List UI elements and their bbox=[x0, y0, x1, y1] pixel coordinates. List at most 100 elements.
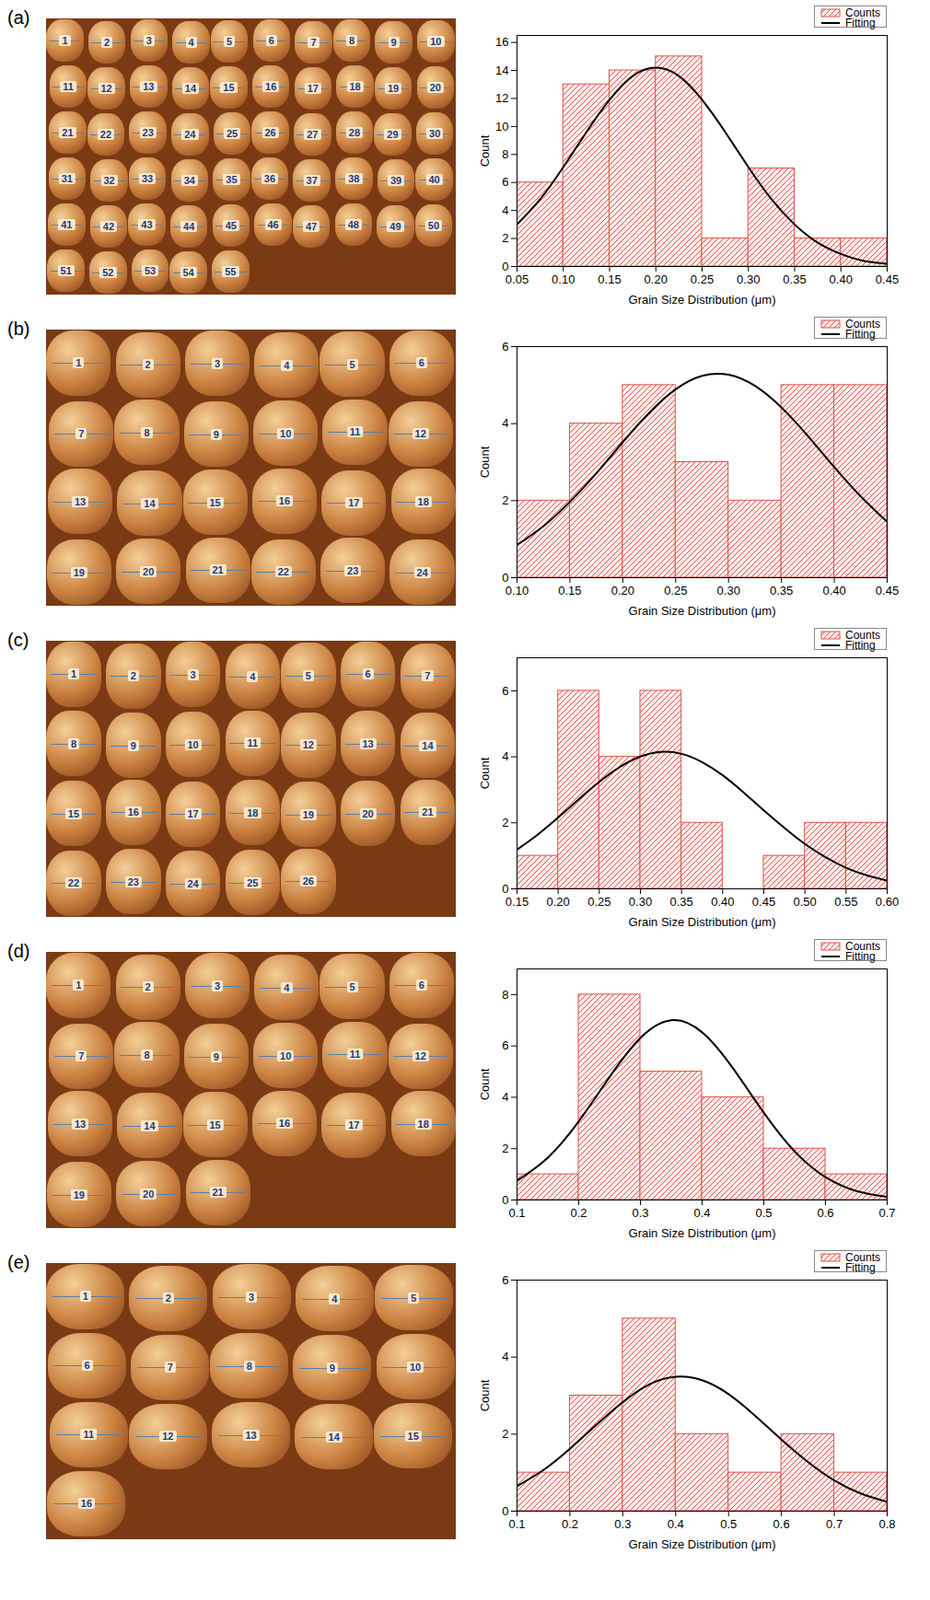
svg-text:0.45: 0.45 bbox=[752, 895, 776, 909]
svg-text:0.7: 0.7 bbox=[878, 1206, 896, 1221]
html-text:11: 11 bbox=[62, 80, 74, 92]
html-text:(d): (d) bbox=[7, 941, 30, 962]
svg-text:Count: Count bbox=[477, 1379, 492, 1412]
svg-text:0.7: 0.7 bbox=[825, 1517, 843, 1532]
svg-text:8: 8 bbox=[501, 988, 509, 1002]
html-text:Fitting: Fitting bbox=[845, 1261, 876, 1274]
svg-text:0.40: 0.40 bbox=[822, 583, 846, 598]
html-text:(c): (c) bbox=[7, 629, 29, 651]
svg-text:0.6: 0.6 bbox=[816, 1206, 834, 1221]
svg-text:0.5: 0.5 bbox=[755, 1206, 772, 1221]
svg-text:4: 4 bbox=[501, 1349, 509, 1364]
html-text:Fitting: Fitting bbox=[845, 327, 876, 341]
svg-text:4: 4 bbox=[501, 749, 509, 764]
svg-text:0.20: 0.20 bbox=[546, 895, 570, 909]
svg-text:8: 8 bbox=[501, 147, 509, 162]
svg-text:0.2: 0.2 bbox=[569, 1206, 587, 1221]
html-text:13: 13 bbox=[142, 81, 155, 93]
svg-text:0.30: 0.30 bbox=[736, 272, 760, 287]
html-text:Fitting: Fitting bbox=[845, 16, 876, 30]
svg-text:0.35: 0.35 bbox=[670, 895, 694, 909]
svg-text:4: 4 bbox=[501, 203, 509, 218]
svg-text:0.15: 0.15 bbox=[597, 272, 621, 287]
svg-text:4: 4 bbox=[501, 416, 509, 431]
svg-text:2: 2 bbox=[501, 493, 509, 508]
svg-text:0.10: 0.10 bbox=[551, 272, 575, 287]
svg-text:6: 6 bbox=[501, 339, 509, 354]
svg-text:0.60: 0.60 bbox=[875, 895, 899, 909]
html-text:Counts: Counts bbox=[845, 317, 881, 331]
svg-text:Grain Size Distribution (μm): Grain Size Distribution (μm) bbox=[628, 1537, 777, 1552]
svg-text:0.10: 0.10 bbox=[505, 583, 529, 598]
svg-text:2: 2 bbox=[501, 231, 509, 245]
svg-text:0: 0 bbox=[501, 570, 509, 585]
svg-text:0.25: 0.25 bbox=[663, 583, 687, 598]
html-text:12: 12 bbox=[100, 82, 113, 94]
html-text:(e): (e) bbox=[7, 1252, 30, 1273]
svg-text:0.20: 0.20 bbox=[611, 583, 635, 598]
svg-text:0.55: 0.55 bbox=[834, 895, 858, 909]
svg-text:12: 12 bbox=[495, 91, 509, 105]
html-text:(b): (b) bbox=[7, 318, 30, 339]
svg-text:0: 0 bbox=[501, 1193, 509, 1208]
svg-text:0.4: 0.4 bbox=[667, 1517, 685, 1532]
svg-text:Count: Count bbox=[477, 445, 492, 478]
svg-text:0.1: 0.1 bbox=[508, 1206, 525, 1221]
svg-text:0.35: 0.35 bbox=[782, 272, 806, 287]
svg-text:0.25: 0.25 bbox=[690, 272, 714, 287]
svg-text:2: 2 bbox=[501, 1427, 509, 1442]
svg-text:6: 6 bbox=[501, 174, 509, 189]
svg-text:2: 2 bbox=[501, 815, 509, 830]
svg-text:16: 16 bbox=[495, 34, 509, 49]
svg-text:Grain Size Distribution (μm): Grain Size Distribution (μm) bbox=[628, 915, 777, 930]
svg-text:4: 4 bbox=[501, 1090, 509, 1105]
svg-text:0.35: 0.35 bbox=[769, 583, 793, 598]
svg-text:6: 6 bbox=[501, 1273, 509, 1288]
html-text:15: 15 bbox=[67, 807, 80, 820]
svg-text:0.45: 0.45 bbox=[875, 583, 899, 598]
html-text:Fitting: Fitting bbox=[845, 638, 876, 652]
svg-text:Grain Size Distribution (μm): Grain Size Distribution (μm) bbox=[628, 604, 777, 618]
html-text:Fitting: Fitting bbox=[845, 949, 876, 963]
svg-text:0.30: 0.30 bbox=[628, 895, 652, 909]
html-text:Counts: Counts bbox=[845, 1250, 881, 1264]
svg-text:0.15: 0.15 bbox=[505, 895, 529, 909]
html-text:41: 41 bbox=[60, 218, 73, 231]
svg-text:Grain Size Distribution (μm): Grain Size Distribution (μm) bbox=[628, 292, 777, 307]
svg-text:0.45: 0.45 bbox=[875, 272, 899, 287]
svg-text:0.50: 0.50 bbox=[793, 895, 817, 909]
svg-text:0: 0 bbox=[501, 259, 509, 274]
html-text:10: 10 bbox=[430, 35, 442, 47]
svg-text:0.4: 0.4 bbox=[693, 1206, 710, 1221]
svg-text:0.8: 0.8 bbox=[878, 1517, 896, 1532]
svg-text:0.2: 0.2 bbox=[561, 1517, 579, 1532]
svg-text:0.5: 0.5 bbox=[720, 1517, 737, 1532]
svg-text:0: 0 bbox=[501, 882, 509, 896]
svg-text:Count: Count bbox=[477, 756, 492, 790]
html-text:Counts: Counts bbox=[845, 628, 881, 642]
svg-text:Count: Count bbox=[477, 134, 492, 167]
html-text:14: 14 bbox=[184, 83, 197, 95]
svg-text:0.40: 0.40 bbox=[829, 272, 853, 287]
svg-text:2: 2 bbox=[501, 1141, 509, 1156]
svg-text:14: 14 bbox=[495, 63, 509, 78]
svg-text:0.25: 0.25 bbox=[587, 895, 611, 909]
html-text:Counts: Counts bbox=[845, 939, 881, 953]
svg-text:0.05: 0.05 bbox=[505, 272, 529, 287]
html-text:(a): (a) bbox=[7, 7, 30, 28]
svg-text:6: 6 bbox=[501, 1038, 509, 1053]
svg-text:0.3: 0.3 bbox=[631, 1206, 649, 1221]
svg-text:0.3: 0.3 bbox=[614, 1517, 631, 1532]
svg-text:0.6: 0.6 bbox=[773, 1517, 791, 1532]
svg-text:0.20: 0.20 bbox=[644, 272, 668, 287]
svg-text:10: 10 bbox=[495, 119, 509, 134]
svg-text:Grain Size Distribution (μm): Grain Size Distribution (μm) bbox=[628, 1226, 777, 1241]
svg-text:0.15: 0.15 bbox=[558, 583, 582, 598]
svg-text:0.1: 0.1 bbox=[508, 1517, 525, 1532]
svg-text:0.30: 0.30 bbox=[717, 583, 741, 598]
svg-text:0.40: 0.40 bbox=[710, 895, 734, 909]
svg-text:Count: Count bbox=[477, 1068, 492, 1101]
html-text:Counts: Counts bbox=[845, 5, 881, 19]
svg-text:6: 6 bbox=[501, 684, 509, 698]
svg-text:0: 0 bbox=[501, 1504, 509, 1519]
